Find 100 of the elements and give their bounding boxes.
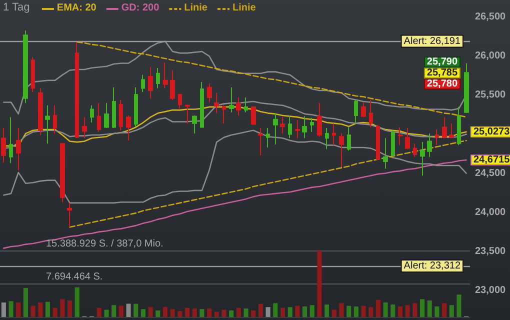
candlestick [302,116,307,139]
candlestick [347,126,351,152]
candlestick [317,102,322,138]
bar [178,311,182,317]
bar [170,309,175,317]
bar [449,305,454,317]
candlestick [413,143,417,158]
annotation: 25,785 [426,68,458,78]
bar [280,308,286,317]
bar [112,305,116,317]
bar [38,302,43,317]
bar [200,309,204,317]
candlestick [229,86,234,113]
bar [317,251,322,317]
bar [434,306,440,317]
candlestick [38,88,43,136]
y-tick-label: 24,000 [475,206,506,218]
ref-line-label: 15.388.929 S. / 387,0 Mio. [46,238,164,250]
line-series [3,100,467,149]
bar [8,301,14,317]
candlestick [23,30,28,104]
bar [229,310,234,317]
line-series [69,140,467,228]
y-tick-label: 26,000 [475,50,506,62]
candlestick [141,74,145,93]
candlestick [273,112,278,145]
bar [288,307,292,317]
y-tick-label: 25,500 [475,90,506,101]
bar [258,304,263,317]
candlestick [200,81,204,128]
candlestick [97,102,101,132]
bar [361,306,366,317]
y-tick-label: 24,500 [475,168,506,179]
candlestick [156,67,160,89]
bar [162,307,168,317]
bar [192,308,197,317]
y-tick-label: 23,500 [475,246,506,257]
candlestick [185,104,190,124]
bar [398,306,403,317]
candlestick [236,97,241,116]
bar [244,308,248,317]
line-series [3,106,467,147]
line-series [3,130,467,204]
candlestick [134,86,138,128]
candlestick [420,142,425,176]
bar [273,303,278,317]
bar [184,308,190,317]
legend-label: Linie [184,2,208,14]
bar [383,302,388,317]
bar [236,308,241,317]
y-tick-label: 23,000 [475,284,506,296]
bar [427,300,432,317]
candlestick [258,128,263,156]
candlestick [67,202,72,228]
bar [148,307,153,317]
candlestick [45,104,50,144]
bar [16,302,21,317]
y-tick-label: 26,500 [475,12,506,23]
candlestick [266,128,270,148]
annotation: 25,790 [426,56,458,68]
bar [368,307,374,317]
bar [156,310,160,317]
bar [376,300,380,317]
bar [118,306,124,317]
bar [23,288,28,317]
candlestick [369,99,373,128]
bar [104,310,109,317]
candlestick [244,97,248,113]
bar [310,305,314,317]
candlestick [148,66,153,99]
candlestick [16,128,21,171]
bar [126,304,131,317]
legend-label: EMA: 20 [56,2,97,14]
bar [74,287,80,317]
candlestick [435,129,439,146]
bar [420,299,425,317]
candlestick [325,128,329,150]
bar [266,307,270,317]
candlestick [449,122,454,138]
bar [140,309,146,317]
candlestick [427,132,432,158]
candlestick [170,70,175,100]
candlestick [82,116,87,139]
bar [302,306,308,317]
candlestick [178,94,182,109]
legend-label: Linie [232,2,256,14]
candlestick [405,128,410,150]
bar [214,312,219,317]
bar [346,306,352,317]
bar [67,300,72,317]
ref-line-label: 7.694.464 S. [46,272,103,282]
candlestick [251,106,256,126]
ref-line-label: Alert: 26,191 [404,36,461,47]
candlestick [442,116,447,139]
data-label: 25,0273 [474,126,510,138]
candlestick [31,56,35,93]
candlestick [339,132,344,168]
candlestick [280,116,285,134]
data-label: 24,6715 [474,154,510,166]
bar [332,310,336,317]
